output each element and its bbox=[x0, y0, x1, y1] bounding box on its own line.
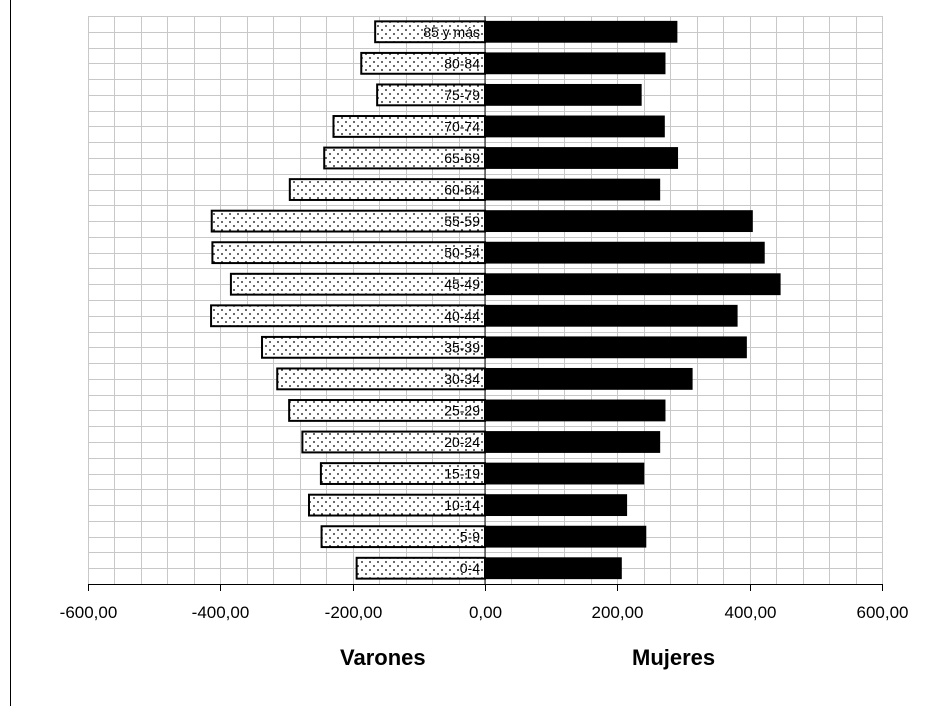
category-label: 85 y más bbox=[423, 24, 480, 40]
x-tick-label: 600,00 bbox=[857, 603, 909, 622]
bar-mujeres-35-39 bbox=[484, 336, 747, 359]
category-label: 20-24 bbox=[444, 434, 480, 450]
bar-mujeres-30-34 bbox=[484, 367, 693, 390]
category-label: 55-59 bbox=[444, 213, 480, 229]
bar-mujeres-80-84 bbox=[484, 52, 666, 75]
category-label: 15-19 bbox=[444, 466, 480, 482]
bar-mujeres-5-9 bbox=[484, 525, 647, 548]
x-tick-label: -600,00 bbox=[60, 603, 118, 622]
x-axis: -600,00 -400,00 -200,00 0,00 200,00 400,00 600… bbox=[60, 16, 909, 622]
category-label: 30-34 bbox=[444, 371, 480, 387]
legend-varones: Varones bbox=[340, 645, 426, 670]
bar-mujeres-20-24 bbox=[484, 431, 661, 453]
bar-mujeres-10-14 bbox=[484, 494, 628, 517]
bar-mujeres-70-74 bbox=[484, 115, 665, 138]
x-tick-label: 200,00 bbox=[592, 603, 644, 622]
bar-mujeres-65-69 bbox=[484, 147, 679, 169]
x-tick-label: -400,00 bbox=[192, 603, 250, 622]
category-label: 65-69 bbox=[444, 150, 480, 166]
category-label: 10-14 bbox=[444, 497, 480, 513]
category-labels: 0-4 5-9 10-14 15-19 20-24 25-29 30-34 35-39 40-4… bbox=[423, 24, 480, 576]
bar-mujeres-25-29 bbox=[484, 399, 666, 422]
bar-mujeres-85-y-más bbox=[484, 20, 678, 43]
category-label: 45-49 bbox=[444, 276, 480, 292]
category-label: 40-44 bbox=[444, 308, 480, 324]
x-tick-label: 0,00 bbox=[469, 603, 502, 622]
bar-mujeres-0-4 bbox=[484, 557, 622, 580]
category-label: 70-74 bbox=[444, 118, 480, 134]
category-label: 75-79 bbox=[444, 87, 480, 103]
bar-mujeres-60-64 bbox=[484, 178, 661, 201]
bar-mujeres-40-44 bbox=[484, 304, 738, 327]
category-label: 0-4 bbox=[460, 560, 480, 576]
grid bbox=[88, 16, 883, 585]
x-tick-label: -200,00 bbox=[325, 603, 383, 622]
x-tick-label: 400,00 bbox=[725, 603, 777, 622]
category-label: 35-39 bbox=[444, 339, 480, 355]
bar-mujeres-75-79 bbox=[484, 83, 642, 106]
category-label: 60-64 bbox=[444, 182, 480, 198]
bar-mujeres-15-19 bbox=[484, 462, 645, 485]
bar-mujeres-50-54 bbox=[484, 241, 765, 264]
bar-mujeres-45-49 bbox=[484, 273, 781, 296]
bar-mujeres-55-59 bbox=[484, 210, 753, 233]
category-label: 50-54 bbox=[444, 245, 480, 261]
category-label: 25-29 bbox=[444, 402, 480, 418]
category-label: 80-84 bbox=[444, 55, 480, 71]
category-label: 5-9 bbox=[460, 529, 480, 545]
legend-mujeres: Mujeres bbox=[632, 645, 716, 670]
